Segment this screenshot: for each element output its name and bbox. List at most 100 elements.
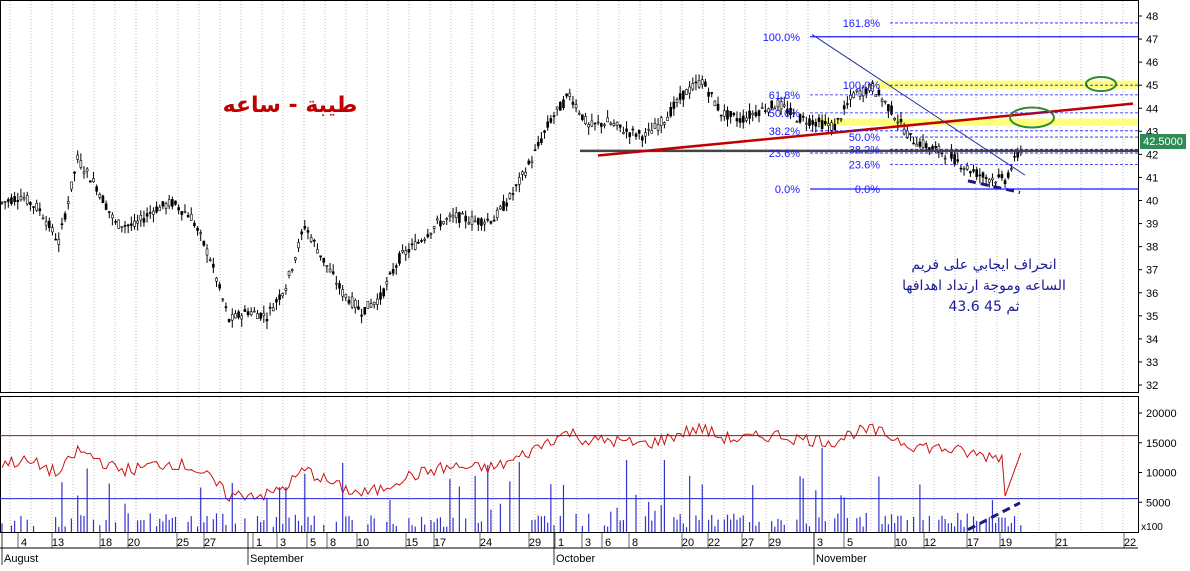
candle-body [682, 90, 685, 100]
candle-body [281, 293, 285, 297]
candle-body [426, 234, 430, 238]
candle-body [1016, 152, 1019, 158]
candle-body [486, 218, 490, 221]
candle-body [827, 123, 830, 126]
candle-body [760, 106, 764, 109]
candle-body [19, 196, 23, 201]
candle-body [202, 240, 206, 246]
candle-body [215, 277, 218, 282]
candle-body [533, 149, 537, 151]
candle-body [707, 91, 710, 97]
candle-body [549, 118, 553, 123]
candle-body [795, 121, 799, 123]
candle-body [527, 160, 531, 165]
candle-body [495, 209, 499, 218]
fib-right-label: 100.0% [843, 80, 881, 92]
candle-body [618, 124, 622, 128]
candle-body [196, 227, 199, 231]
candle-body [445, 218, 449, 220]
annotation-line-3: 43.6 ثم 45 [948, 299, 1019, 315]
candle-body [811, 120, 814, 125]
candle-body [984, 177, 988, 179]
x-day-label: 15 [406, 537, 418, 549]
candle-body [864, 88, 868, 94]
last-price-label: 42.5000 [1143, 136, 1183, 148]
candle-body [606, 117, 609, 123]
candle-body [609, 122, 613, 125]
candle-body [41, 217, 45, 220]
candle-body [7, 199, 10, 202]
candle-body [653, 123, 657, 129]
candle-body [51, 227, 54, 233]
candle-body [808, 118, 811, 127]
candle-body [70, 181, 73, 190]
candle-body [893, 117, 896, 121]
candle-body [309, 237, 313, 242]
candle-body [435, 218, 439, 221]
candle-body [316, 249, 319, 254]
candle-body [29, 202, 32, 205]
candle-body [590, 120, 594, 127]
candle-body [350, 296, 354, 308]
x-day-label: 22 [708, 537, 720, 549]
candle-body [199, 232, 203, 235]
candle-body [268, 306, 272, 309]
candle-body [732, 112, 736, 116]
candle-body [101, 195, 105, 204]
candle-body [514, 184, 518, 187]
x-day-label: 4 [21, 537, 27, 549]
candle-body [820, 120, 824, 129]
candle-body [92, 178, 95, 182]
annotation-line-2: الساعه وموجة ارتداد اهدافها [902, 278, 1066, 294]
candle-body [975, 169, 978, 177]
candle-body [883, 100, 887, 103]
fib-right-label: 161.8% [843, 18, 881, 30]
candle-body [22, 197, 26, 200]
candle-body [823, 120, 827, 125]
candle-body [404, 250, 408, 255]
candle-body [511, 193, 515, 195]
x-day-label: 10 [895, 537, 907, 549]
candle-body [54, 238, 57, 241]
candle-body [60, 223, 64, 226]
candle-body [921, 139, 925, 148]
candle-body [631, 128, 635, 131]
candle-body [659, 117, 663, 127]
candle-body [133, 220, 136, 227]
last-price-tag: 42.5000 [1140, 134, 1186, 149]
candle-body [691, 83, 695, 90]
candle-body [735, 118, 739, 122]
candle-body [801, 115, 805, 118]
candle-body [817, 117, 821, 122]
candle-body [842, 105, 846, 110]
candle-body [256, 313, 259, 319]
candle-body [16, 200, 20, 203]
candle-body [830, 122, 833, 131]
candle-body [521, 171, 524, 175]
target-zone-lower [820, 118, 1138, 126]
candle-body [275, 299, 278, 303]
volume-average-line [1, 422, 1022, 502]
candle-body [89, 180, 92, 183]
candle-body [956, 159, 960, 162]
candle-body [212, 263, 215, 268]
candle-body [454, 212, 458, 219]
candle-body [719, 114, 723, 117]
candle-body [754, 111, 758, 117]
candle-body [530, 160, 534, 164]
candle-body [218, 284, 221, 289]
candle-body [839, 118, 843, 121]
candle-body [887, 104, 890, 112]
candle-body [622, 131, 625, 134]
candle-body [429, 232, 433, 235]
candle-body [322, 257, 326, 263]
candle-body [369, 303, 373, 308]
candle-body [461, 212, 464, 215]
fib-right-label: 50.0% [849, 132, 880, 144]
candle-body [1003, 180, 1007, 184]
candle-body [363, 306, 367, 315]
candle-body [729, 111, 732, 118]
x-day-label: 17 [434, 537, 446, 549]
candle-body [325, 265, 329, 267]
y-tick-label: 32 [1146, 380, 1158, 392]
